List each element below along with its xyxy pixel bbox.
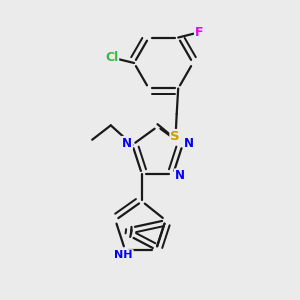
Text: N: N (175, 169, 184, 182)
Text: Cl: Cl (105, 51, 118, 64)
Text: N: N (122, 137, 132, 150)
Text: NH: NH (114, 250, 133, 260)
Text: N: N (184, 137, 194, 150)
Text: F: F (195, 26, 203, 39)
Text: S: S (170, 130, 180, 143)
